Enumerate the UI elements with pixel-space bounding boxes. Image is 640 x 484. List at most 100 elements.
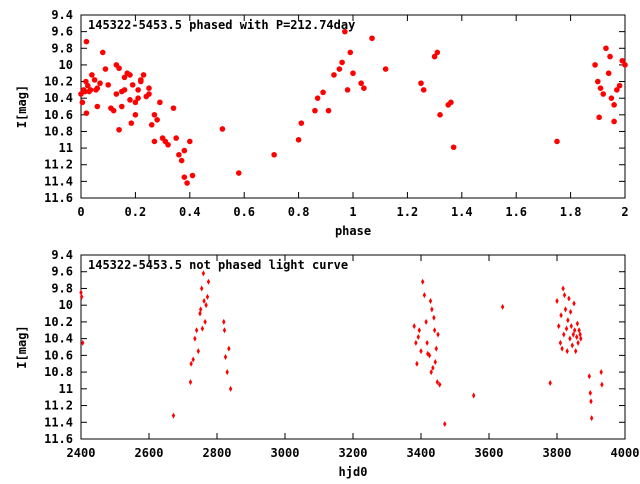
data-point (587, 373, 591, 380)
data-points (78, 28, 628, 186)
data-point (148, 122, 155, 128)
x-tick-label: 0.4 (179, 205, 201, 219)
data-point (81, 339, 85, 346)
data-point (431, 53, 438, 60)
data-point (347, 49, 354, 56)
data-point (611, 102, 617, 108)
data-point (127, 97, 133, 103)
y-axis-label: I[mag] (15, 85, 29, 128)
data-point (554, 138, 560, 145)
data-point (94, 103, 101, 110)
data-point (223, 354, 228, 361)
data-point (350, 70, 356, 77)
y-tick-label: 10.6 (44, 108, 73, 122)
data-point (83, 78, 89, 85)
data-point (595, 78, 601, 85)
data-point (619, 57, 626, 64)
data-point (432, 314, 436, 321)
data-point (437, 112, 443, 118)
data-point (87, 87, 94, 93)
data-point (562, 292, 567, 299)
data-point (227, 345, 231, 352)
y-tick-label: 10.8 (44, 124, 73, 138)
data-point (151, 112, 158, 118)
data-point (614, 87, 620, 93)
data-point (138, 78, 144, 85)
data-point (170, 105, 177, 111)
data-point (187, 138, 193, 145)
data-point (426, 350, 430, 357)
data-point (151, 138, 158, 145)
data-point (128, 120, 135, 126)
data-point (165, 141, 171, 148)
y-tick-label: 10.4 (44, 332, 73, 346)
data-point (135, 87, 141, 93)
data-point (607, 53, 613, 60)
data-point (110, 107, 117, 114)
data-point (99, 49, 106, 56)
data-point (228, 385, 233, 392)
data-point (189, 360, 193, 367)
data-point (561, 285, 565, 292)
data-point (599, 369, 603, 376)
data-point (419, 348, 423, 355)
data-point (205, 293, 210, 300)
data-point (91, 77, 98, 83)
data-point (191, 356, 195, 363)
data-point (193, 335, 197, 342)
data-point (567, 295, 571, 302)
data-point (173, 135, 179, 141)
data-point (432, 327, 437, 334)
data-point (417, 327, 421, 334)
data-point (565, 348, 569, 355)
data-point (436, 331, 440, 338)
data-point (202, 298, 206, 304)
x-tick-label: 4000 (611, 446, 640, 460)
data-point (448, 99, 454, 106)
y-tick-label: 9.4 (51, 8, 73, 22)
data-point (430, 306, 434, 313)
data-point (181, 147, 188, 154)
data-point (569, 323, 573, 330)
chart-title: 145322-5453.5 phased with P=212.74day (88, 18, 355, 32)
x-tick-label: 1 (349, 205, 356, 219)
y-tick-label: 11.4 (44, 415, 73, 429)
data-point (562, 331, 566, 338)
y-tick-label: 11.6 (44, 191, 73, 205)
data-point (93, 87, 99, 93)
data-point (331, 72, 337, 78)
data-point (358, 80, 364, 87)
data-point (603, 45, 609, 52)
x-tick-label: 3200 (339, 446, 368, 460)
x-axis-label: phase (335, 224, 371, 238)
data-point (119, 103, 125, 110)
data-point (225, 369, 229, 376)
x-axis-ticks: 2400 2600 2800 3000 3200 3400 3600 3800 4000 (67, 255, 640, 460)
y-axis-label: I[mag] (15, 325, 29, 368)
y-tick-label: 9.6 (51, 265, 73, 279)
data-point (572, 300, 576, 307)
data-point (596, 114, 602, 121)
data-point (555, 298, 559, 304)
data-point (428, 298, 433, 304)
y-axis-ticks: 9.4 9.6 9.8 10 10.2 10.4 10.6 10.8 11 11.2 11.4 11.… (44, 248, 625, 446)
phased-light-curve-panel: 9.49.69.81010.210.410.610.81111.211.411.… (15, 8, 629, 238)
data-point (312, 107, 318, 114)
data-point (434, 345, 438, 352)
data-point (434, 49, 441, 56)
data-point (560, 345, 564, 352)
data-point (605, 70, 612, 77)
data-point (320, 89, 326, 96)
data-point (176, 151, 182, 158)
data-point (559, 312, 563, 319)
data-points (79, 270, 604, 427)
data-point (83, 38, 90, 45)
y-tick-label: 11 (59, 382, 73, 396)
data-point (194, 327, 199, 334)
data-point (154, 117, 160, 123)
data-point (295, 136, 302, 143)
y-tick-label: 11.2 (44, 399, 73, 413)
data-point (171, 412, 176, 419)
data-point (127, 72, 133, 78)
